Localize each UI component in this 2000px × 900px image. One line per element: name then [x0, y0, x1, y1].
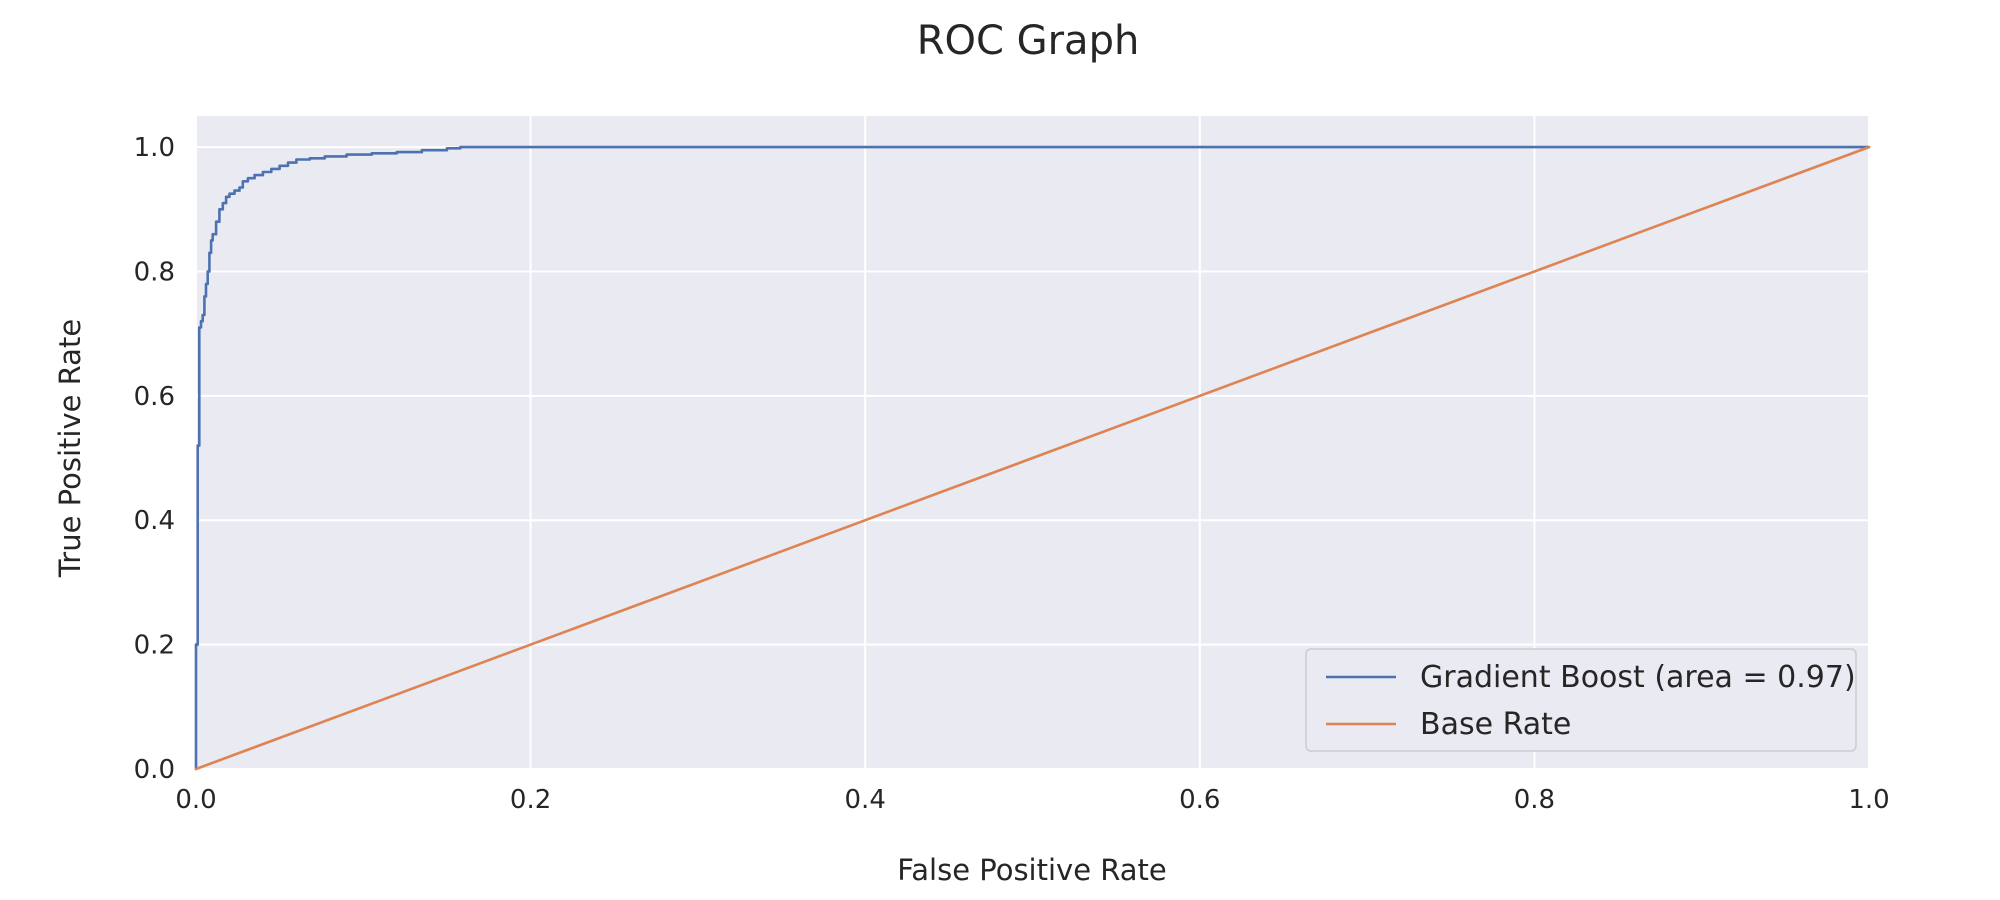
y-axis-label: True Positive Rate: [53, 319, 87, 578]
legend-label: Gradient Boost (area = 0.97): [1420, 660, 1856, 695]
y-tick-label: 0.4: [134, 506, 175, 536]
y-tick-label: 0.0: [134, 755, 175, 785]
legend-label: Base Rate: [1420, 707, 1571, 742]
tick-labels: 0.0 0.2 0.4 0.6 0.8 1.0 0.0 0.2 0.4 0.6 0.8 1.0: [134, 133, 1890, 815]
legend-box: [1305, 648, 1857, 752]
y-tick-label: 0.8: [134, 257, 175, 287]
legend: Gradient Boost (area = 0.97) Base Rate: [1305, 648, 1857, 752]
x-tick-label: 0.4: [845, 785, 886, 815]
gradient-boost-roc-line: [194, 145, 1871, 771]
x-tick-label: 0.0: [175, 785, 216, 815]
x-tick-label: 0.8: [1514, 785, 1555, 815]
x-axis-label: False Positive Rate: [897, 853, 1167, 887]
x-tick-label: 1.0: [1848, 785, 1889, 815]
y-tick-label: 1.0: [134, 133, 175, 163]
x-tick-label: 0.2: [510, 785, 551, 815]
y-tick-label: 0.2: [134, 631, 175, 661]
y-tick-label: 0.6: [134, 382, 175, 412]
x-tick-label: 0.6: [1179, 785, 1220, 815]
base-rate-line: [194, 145, 1871, 771]
series-lines: [194, 145, 1871, 771]
chart-title: ROC Graph: [917, 18, 1140, 64]
grid-lines: [195, 116, 1870, 770]
